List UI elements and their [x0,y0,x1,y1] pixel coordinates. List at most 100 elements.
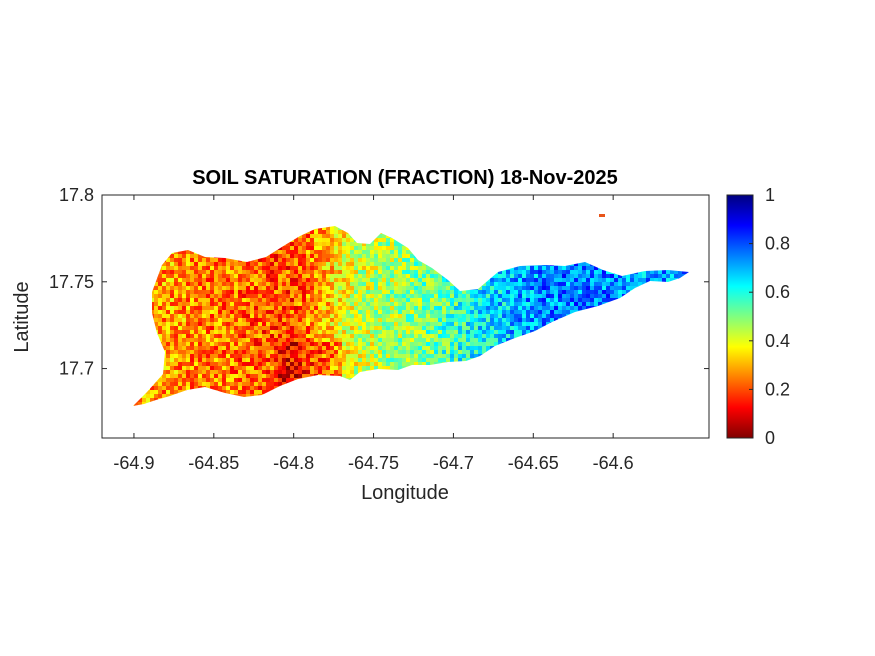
heatmap-cell [398,278,402,282]
heatmap-cell [246,362,250,366]
heatmap-cell [178,370,182,374]
heatmap-cell [234,354,238,358]
heatmap-cell [222,306,226,310]
heatmap-cell [498,326,502,330]
heatmap-cell [286,338,290,342]
heatmap-cell [430,322,434,326]
heatmap-cell [478,338,482,342]
heatmap-cell [530,282,534,286]
heatmap-cell [194,306,198,310]
heatmap-cell [234,310,238,314]
heatmap-cell [470,290,474,294]
heatmap-cell [190,258,194,262]
heatmap-cell [522,314,526,318]
heatmap-cell [378,278,382,282]
heatmap-cell [154,294,158,298]
heatmap-cell [506,338,510,342]
heatmap-cell [402,274,406,278]
heatmap-cell [230,314,234,318]
heatmap-cell [226,302,230,306]
heatmap-cell [210,354,214,358]
heatmap-cell [382,298,386,302]
heatmap-cell [202,258,206,262]
heatmap-cell [310,294,314,298]
heatmap-cell [262,266,266,270]
heatmap-cell [166,322,170,326]
heatmap-cell [190,338,194,342]
heatmap-cell [274,334,278,338]
heatmap-cell [290,354,294,358]
heatmap-cell [234,334,238,338]
heatmap-cell [410,362,414,366]
heatmap-cell [298,266,302,270]
heatmap-cell [166,266,170,270]
heatmap-cell [362,270,366,274]
heatmap-cell [406,290,410,294]
heatmap-cell [410,278,414,282]
heatmap-cell [298,234,302,238]
heatmap-cell [178,338,182,342]
heatmap-cell [334,262,338,266]
heatmap-cell [318,346,322,350]
heatmap-cell [486,286,490,290]
heatmap-cell [374,334,378,338]
heatmap-cell [266,290,270,294]
heatmap-cell [390,314,394,318]
heatmap-cell [398,286,402,290]
heatmap-cell [462,354,466,358]
heatmap-cell [274,278,278,282]
heatmap-cell [326,322,330,326]
heatmap-cell [306,294,310,298]
heatmap-cell [318,286,322,290]
heatmap-cell [306,246,310,250]
heatmap-cell [190,322,194,326]
heatmap-cell [218,366,222,370]
heatmap-cell [150,394,154,398]
heatmap-cell [302,234,306,238]
heatmap-cell [342,270,346,274]
heatmap-cell [414,322,418,326]
heatmap-cell [186,262,190,266]
heatmap-cell [526,282,530,286]
heatmap-cell [214,294,218,298]
heatmap-cell [382,258,386,262]
heatmap-cell [274,290,278,294]
heatmap-cell [246,366,250,370]
heatmap-cell [290,326,294,330]
heatmap-cell [234,298,238,302]
heatmap-cell [166,298,170,302]
heatmap-cell [510,270,514,274]
heatmap-cell [418,262,422,266]
heatmap-cell [334,226,338,230]
heatmap-cell [218,314,222,318]
heatmap-cell [382,286,386,290]
heatmap-cell [402,334,406,338]
heatmap-cell [310,298,314,302]
heatmap-cell [198,322,202,326]
heatmap-cell [194,382,198,386]
heatmap-cell [202,374,206,378]
heatmap-cell [406,254,410,258]
heatmap-cell [338,354,342,358]
heatmap-cell [354,242,358,246]
heatmap-cell [474,342,478,346]
heatmap-cell [534,302,538,306]
heatmap-cell [530,318,534,322]
heatmap-cell [410,302,414,306]
heatmap-cell [394,366,398,370]
heatmap-cell [550,270,554,274]
heatmap-cell [262,270,266,274]
heatmap-cell [390,302,394,306]
heatmap-cell [254,258,258,262]
heatmap-cell [310,374,314,378]
heatmap-cell [262,298,266,302]
heatmap-cell [450,314,454,318]
heatmap-cell [286,346,290,350]
heatmap-cell [266,386,270,390]
heatmap-cell [322,258,326,262]
heatmap-cell [534,314,538,318]
heatmap-cell [350,250,354,254]
heatmap-cell [270,262,274,266]
heatmap-cell [198,366,202,370]
heatmap-cell [370,314,374,318]
